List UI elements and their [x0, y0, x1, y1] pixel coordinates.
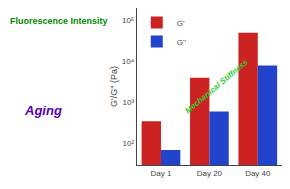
- svg-text:10²: 10²: [123, 139, 135, 148]
- svg-text:Fluorescence Intensity: Fluorescence Intensity: [10, 16, 108, 26]
- svg-text:Mechanical Stiffness: Mechanical Stiffness: [183, 57, 250, 115]
- svg-text:Day 1: Day 1: [151, 169, 172, 178]
- svg-text:10³: 10³: [123, 98, 135, 107]
- svg-text:G'/G'' (Pa): G'/G'' (Pa): [109, 66, 119, 107]
- svg-text:Day 20: Day 20: [197, 169, 223, 178]
- svg-text:Aging: Aging: [24, 103, 62, 118]
- svg-text:G': G': [177, 19, 185, 28]
- svg-text:G'': G'': [177, 38, 187, 47]
- svg-text:10⁵: 10⁵: [122, 16, 134, 25]
- svg-text:10⁴: 10⁴: [122, 57, 135, 66]
- svg-text:Day 40: Day 40: [245, 169, 271, 178]
